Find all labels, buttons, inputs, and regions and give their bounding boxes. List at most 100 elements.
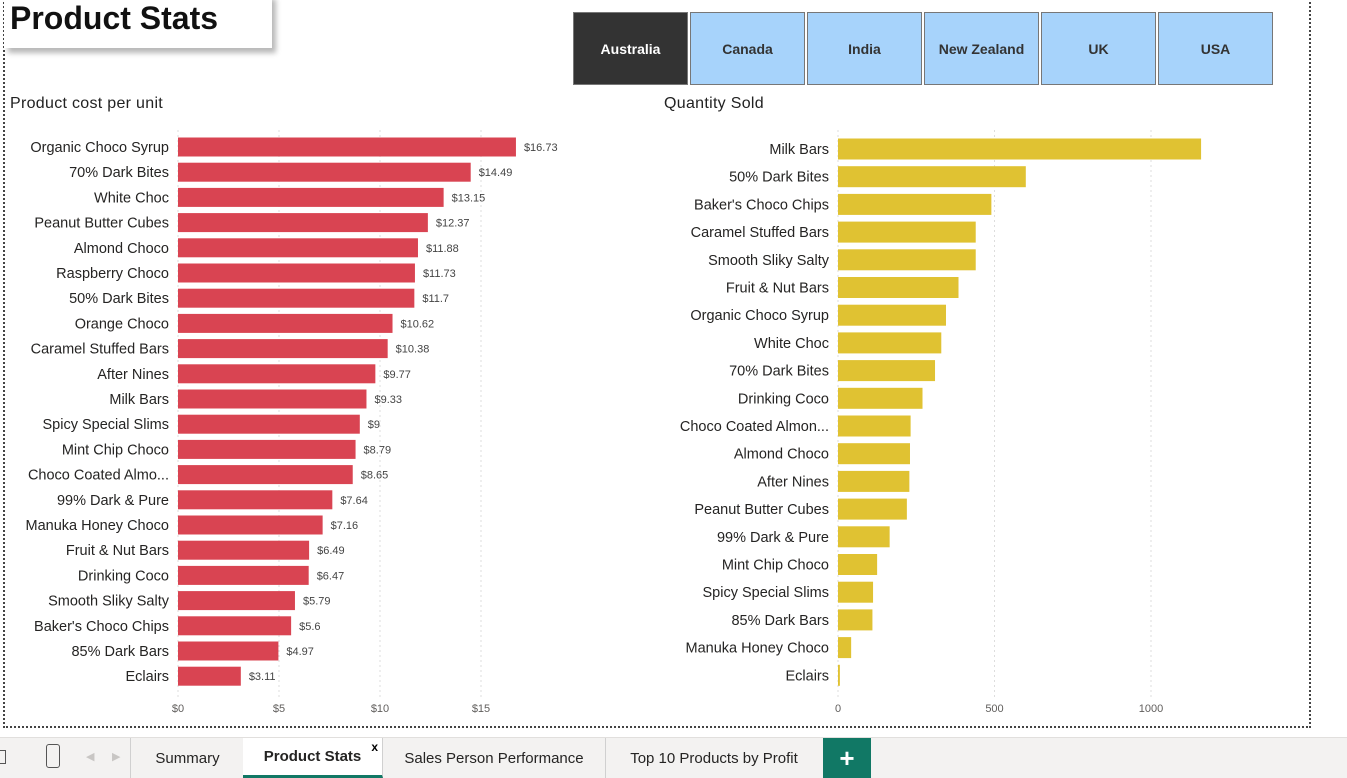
- bar: [838, 249, 976, 271]
- category-label: Eclairs: [785, 668, 829, 684]
- category-label: Drinking Coco: [738, 391, 829, 407]
- bar: [178, 162, 471, 182]
- x-tick-label: 0: [835, 703, 841, 715]
- bar: [178, 540, 310, 560]
- data-label: $7.64: [340, 495, 368, 507]
- data-label: $5.6: [299, 621, 320, 633]
- slicer-button-canada[interactable]: Canada: [690, 12, 805, 85]
- bar: [838, 166, 1026, 188]
- desktop-layout-icon[interactable]: [0, 750, 6, 764]
- slicer-button-india[interactable]: India: [807, 12, 922, 85]
- cost-chart-title: Product cost per unit: [10, 95, 164, 112]
- category-label: Milk Bars: [109, 392, 169, 408]
- category-label: 85% Dark Bars: [71, 644, 169, 660]
- page-tab-bar: ◀ ▶ Summary Product Stats x Sales Person…: [0, 737, 1347, 778]
- data-label: $4.97: [286, 646, 314, 658]
- category-label: 50% Dark Bites: [69, 291, 169, 307]
- bar: [838, 387, 923, 409]
- tab-sales-person-label: Sales Person Performance: [404, 749, 584, 767]
- mobile-layout-icon[interactable]: [46, 744, 60, 768]
- tab-top10-label: Top 10 Products by Profit: [630, 749, 798, 767]
- title-card: Product Stats: [4, 0, 272, 48]
- bar: [838, 304, 946, 326]
- data-label: $11.88: [426, 243, 459, 255]
- data-label: $11.7: [422, 293, 449, 305]
- bar: [838, 581, 874, 603]
- bar: [178, 137, 516, 157]
- bar: [178, 187, 444, 207]
- category-label: 85% Dark Bars: [731, 613, 829, 629]
- category-label: Orange Choco: [75, 316, 169, 332]
- cost-per-unit-chart: $0 $5 $10 $15 Organic Choco Syrup $16.73 70% D…: [26, 130, 558, 715]
- category-label: Baker's Choco Chips: [694, 197, 829, 213]
- bar: [838, 332, 942, 354]
- close-tab-icon[interactable]: x: [371, 740, 378, 754]
- bar: [178, 414, 360, 434]
- tab-summary[interactable]: Summary: [130, 738, 245, 778]
- next-page-icon[interactable]: ▶: [112, 751, 121, 763]
- category-label: After Nines: [757, 474, 829, 490]
- bar: [178, 238, 418, 258]
- x-tick-label: $10: [371, 703, 389, 715]
- data-label: $11.73: [423, 268, 456, 280]
- category-label: 50% Dark Bites: [729, 170, 829, 186]
- data-label: $9: [368, 419, 380, 431]
- category-label: 99% Dark & Pure: [57, 493, 169, 509]
- category-label: 99% Dark & Pure: [717, 530, 829, 546]
- tab-product-stats-label: Product Stats: [263, 748, 362, 765]
- category-label: Almond Choco: [734, 447, 829, 463]
- data-label: $6.47: [317, 570, 345, 582]
- tab-product-stats[interactable]: Product Stats x: [243, 738, 383, 778]
- category-label: Fruit & Nut Bars: [726, 281, 829, 297]
- category-label: After Nines: [97, 367, 169, 383]
- bar: [178, 263, 415, 283]
- category-label: Smooth Sliky Salty: [48, 594, 170, 610]
- add-page-button[interactable]: +: [823, 738, 871, 778]
- category-label: Eclairs: [125, 669, 169, 685]
- slicer-button-australia[interactable]: Australia: [573, 12, 688, 85]
- tab-sales-person-performance[interactable]: Sales Person Performance: [383, 738, 606, 778]
- bar: [178, 591, 295, 611]
- bar: [838, 470, 910, 492]
- bar: [178, 641, 279, 661]
- category-label: 70% Dark Bites: [69, 165, 169, 181]
- data-label: $9.33: [374, 394, 402, 406]
- bar: [178, 313, 393, 333]
- bar: [178, 288, 415, 308]
- quantity-chart-title: Quantity Sold: [664, 95, 764, 112]
- bar: [838, 554, 878, 575]
- category-label: Mint Chip Choco: [722, 558, 829, 574]
- data-label: $10.38: [396, 344, 430, 356]
- slicer-button-usa[interactable]: USA: [1158, 12, 1273, 85]
- data-label: $5.79: [303, 596, 331, 608]
- bar: [178, 565, 309, 585]
- category-label: Choco Coated Almo...: [28, 468, 169, 484]
- x-tick-label: 1000: [1139, 703, 1163, 715]
- category-label: Spicy Special Slims: [42, 417, 169, 433]
- data-label: $3.11: [249, 671, 276, 683]
- slicer-button-new-zealand[interactable]: New Zealand: [924, 12, 1039, 85]
- bar: [838, 360, 936, 382]
- category-label: Spicy Special Slims: [702, 585, 829, 601]
- category-label: Almond Choco: [74, 241, 169, 257]
- page-title: Product Stats: [10, 0, 219, 36]
- tab-summary-label: Summary: [155, 749, 220, 767]
- category-label: Raspberry Choco: [56, 266, 169, 282]
- category-label: Peanut Butter Cubes: [34, 216, 169, 232]
- slicer-button-uk[interactable]: UK: [1041, 12, 1156, 85]
- data-label: $8.79: [364, 444, 392, 456]
- x-tick-label: $0: [172, 703, 184, 715]
- bar: [178, 490, 333, 510]
- prev-page-icon[interactable]: ◀: [86, 751, 95, 763]
- category-label: Manuka Honey Choco: [26, 518, 169, 534]
- bar: [838, 637, 852, 659]
- bar: [178, 389, 367, 409]
- bar: [838, 498, 907, 520]
- data-label: $10.62: [401, 318, 435, 330]
- quantity-sold-chart: 0 500 1000 Milk Bars 50% Dark Bites Baker's C…: [680, 130, 1202, 715]
- bar: [178, 666, 241, 686]
- tab-top-10-products[interactable]: Top 10 Products by Profit: [605, 738, 824, 778]
- bar: [838, 221, 976, 243]
- category-label: Baker's Choco Chips: [34, 619, 169, 635]
- category-label: Peanut Butter Cubes: [694, 502, 829, 518]
